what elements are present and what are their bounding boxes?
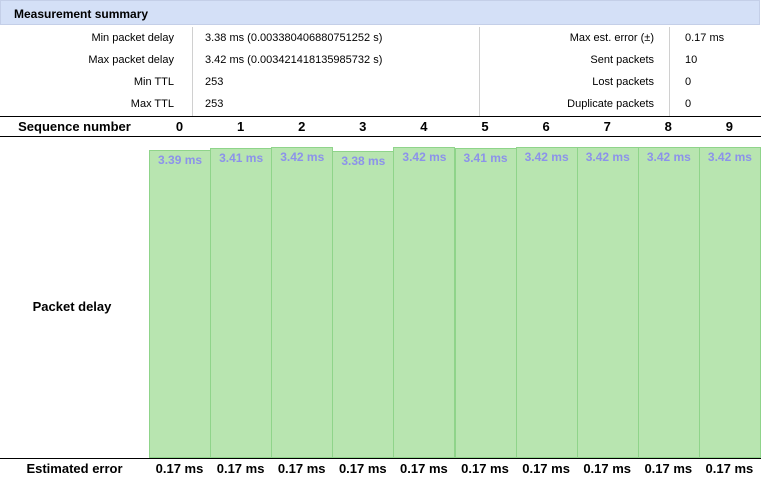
summary-table: Min packet delay 3.38 ms (0.003380406880…: [0, 27, 761, 116]
bar-4: 3.42 ms: [393, 147, 456, 458]
estimated-error-6: 0.17 ms: [522, 461, 570, 476]
sent-packets-label: Sent packets: [590, 54, 654, 66]
bar-value-label: 3.42 ms: [646, 150, 691, 164]
estimated-error-8: 0.17 ms: [644, 461, 693, 476]
bar-value-label: 3.42 ms: [402, 150, 447, 164]
bar-3: 3.38 ms: [332, 151, 395, 458]
min-packet-delay-value: 3.38 ms (0.003380406880751252 s): [205, 32, 383, 44]
max-packet-delay-value: 3.42 ms (0.003421418135985732 s): [205, 54, 383, 66]
summary-title: Measurement summary: [14, 7, 149, 21]
max-packet-delay-label: Max packet delay: [88, 54, 174, 66]
max-ttl-value: 253: [205, 98, 224, 110]
estimated-error-9: 0.17 ms: [705, 461, 754, 476]
bar-1: 3.41 ms: [210, 148, 273, 458]
estimated-error-label: Estimated error: [26, 461, 123, 476]
sequence-number-1: 1: [236, 119, 245, 134]
max-est-error-value: 0.17 ms: [685, 32, 725, 44]
estimated-error-0: 0.17 ms: [155, 461, 204, 476]
min-ttl-value: 253: [205, 76, 224, 88]
sequence-number-5: 5: [481, 119, 489, 134]
packet-delay-chart: 3.39 ms 3.41 ms 3.42 ms 3.38 ms 3.42 ms 3.41 …: [149, 137, 761, 458]
sequence-number-label: Sequence number: [18, 119, 131, 134]
bar-value-label: 3.38 ms: [341, 154, 386, 168]
packet-delay-label: Packet delay: [32, 299, 112, 314]
estimated-error-7: 0.17 ms: [583, 461, 632, 476]
bar-value-label: 3.42 ms: [585, 150, 630, 164]
bar-value-label: 3.39 ms: [158, 153, 203, 167]
min-packet-delay-label: Min packet delay: [91, 32, 174, 44]
bar-value-label: 3.42 ms: [280, 150, 325, 164]
estimated-error-2: 0.17 ms: [277, 461, 326, 476]
sequence-number-row: Sequence number 0 1 2 3 4 5 6 7 8 9: [0, 116, 761, 137]
bar-value-label: 3.42 ms: [707, 150, 752, 164]
sequence-number-7: 7: [603, 119, 611, 134]
duplicate-packets-label: Duplicate packets: [567, 98, 654, 110]
estimated-error-5: 0.17 ms: [461, 461, 509, 476]
lost-packets-value: 0: [685, 76, 692, 88]
max-ttl-label: Max TTL: [130, 98, 174, 110]
estimated-error-4: 0.17 ms: [400, 461, 448, 476]
sequence-number-0: 0: [175, 119, 184, 134]
divider: [192, 27, 193, 116]
bar-7: 3.42 ms: [576, 147, 639, 458]
estimated-error-1: 0.17 ms: [216, 461, 265, 476]
estimated-error-3: 0.17 ms: [338, 461, 387, 476]
duplicate-packets-value: 0: [685, 98, 692, 110]
sequence-number-3: 3: [359, 119, 367, 134]
sent-packets-value: 10: [685, 54, 698, 66]
bar-value-label: 3.41 ms: [463, 151, 508, 165]
sequence-number-9: 9: [725, 119, 733, 134]
max-est-error-label: Max est. error (±): [569, 32, 654, 44]
summary-header: Measurement summary: [0, 0, 760, 25]
sequence-number-6: 6: [542, 119, 550, 134]
sequence-number-8: 8: [664, 119, 672, 134]
sequence-number-2: 2: [298, 119, 306, 134]
divider: [479, 27, 480, 116]
bar-8: 3.42 ms: [637, 147, 700, 458]
lost-packets-label: Lost packets: [592, 76, 654, 88]
min-ttl-label: Min TTL: [133, 76, 174, 88]
bar-value-label: 3.41 ms: [219, 151, 264, 165]
bar-2: 3.42 ms: [271, 147, 334, 458]
bar-0: 3.39 ms: [149, 150, 212, 458]
bar-9: 3.42 ms: [698, 147, 761, 458]
bar-5: 3.41 ms: [454, 148, 517, 458]
estimated-error-row: Estimated error 0.17 ms 0.17 ms 0.17 ms 0.1…: [0, 458, 761, 480]
sequence-number-4: 4: [420, 119, 428, 134]
divider: [669, 27, 670, 116]
bar-6: 3.42 ms: [515, 147, 578, 458]
bar-value-label: 3.42 ms: [524, 150, 569, 164]
